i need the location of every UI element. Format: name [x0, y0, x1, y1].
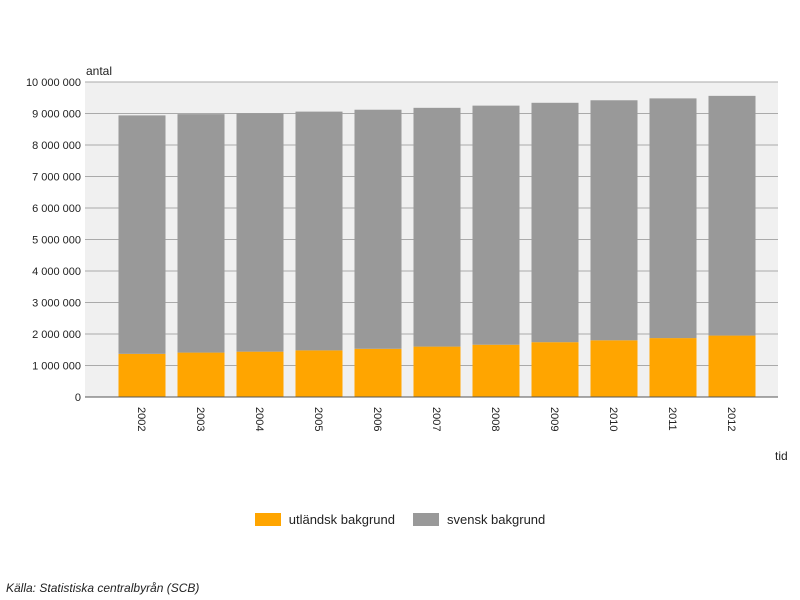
- x-tick-label: 2010: [607, 407, 619, 431]
- y-tick-label: 3 000 000: [32, 298, 81, 310]
- y-tick-label: 9 000 000: [32, 109, 81, 121]
- bar-svensk-2005: [295, 111, 343, 351]
- y-tick-label: 0: [75, 392, 81, 404]
- y-tick-label: 5 000 000: [32, 235, 81, 247]
- legend-item-utlandsk: utländsk bakgrund: [254, 512, 395, 527]
- legend-swatch-svensk: [412, 513, 439, 526]
- bar-svensk-2010: [590, 100, 638, 341]
- x-axis-title: tid: [775, 449, 788, 463]
- legend-label-utlandsk: utländsk bakgrund: [288, 512, 395, 527]
- bars: [118, 95, 756, 397]
- x-tick-label: 2002: [135, 407, 147, 431]
- bar-utlandsk-2003: [177, 352, 225, 397]
- bar-svensk-2004: [236, 113, 284, 352]
- bar-utlandsk-2007: [413, 346, 461, 397]
- bar-utlandsk-2011: [649, 338, 697, 397]
- x-tick-label: 2009: [548, 407, 560, 431]
- y-axis-title: antal: [86, 64, 112, 78]
- y-tick-labels: 0 1 000 000 2 000 000 3 000 000 4 000 000 5 0…: [26, 77, 81, 404]
- x-tick-label: 2005: [312, 407, 324, 431]
- bar-utlandsk-2012: [708, 335, 756, 397]
- x-tick-label: 2006: [371, 407, 383, 431]
- bar-svensk-2012: [708, 95, 756, 336]
- y-tick-label: 6 000 000: [32, 203, 81, 215]
- bar-utlandsk-2005: [295, 350, 343, 397]
- x-tick-label: 2007: [430, 407, 442, 431]
- legend: utländsk bakgrund svensk bakgrund: [0, 512, 800, 527]
- bar-svensk-2011: [649, 98, 697, 339]
- stacked-bar-chart: 0 1 000 000 2 000 000 3 000 000 4 000 000 5 0…: [26, 64, 788, 463]
- legend-swatch-utlandsk: [254, 513, 281, 526]
- x-tick-label: 2004: [253, 407, 265, 431]
- bar-utlandsk-2002: [118, 353, 166, 397]
- y-tick-label: 8 000 000: [32, 140, 81, 152]
- bar-utlandsk-2009: [531, 342, 579, 397]
- y-tick-label: 7 000 000: [32, 172, 81, 184]
- bar-svensk-2007: [413, 107, 461, 347]
- y-tick-label: 10 000 000: [26, 77, 81, 89]
- bar-svensk-2002: [118, 115, 166, 354]
- x-tick-label: 2008: [489, 407, 501, 431]
- y-tick-label: 1 000 000: [32, 361, 81, 373]
- bar-utlandsk-2006: [354, 348, 402, 397]
- bar-utlandsk-2010: [590, 340, 638, 397]
- source-note: Källa: Statistiska centralbyrån (SCB): [6, 581, 200, 595]
- legend-label-svensk: svensk bakgrund: [446, 512, 546, 527]
- bar-svensk-2008: [472, 105, 520, 345]
- bar-utlandsk-2008: [472, 344, 520, 397]
- x-tick-label: 2011: [666, 407, 678, 431]
- x-tick-label: 2012: [725, 407, 737, 431]
- x-tick-label: 2003: [194, 407, 206, 431]
- bar-svensk-2006: [354, 109, 402, 349]
- bar-utlandsk-2004: [236, 351, 284, 397]
- bar-svensk-2003: [177, 114, 225, 353]
- legend-item-svensk: svensk bakgrund: [412, 512, 546, 527]
- y-tick-label: 2 000 000: [32, 329, 81, 341]
- bar-svensk-2009: [531, 102, 579, 343]
- y-tick-label: 4 000 000: [32, 266, 81, 278]
- x-tick-labels: 2002 2003 2004 2005 2006 2007 2008 2009 2010 2011…: [135, 407, 737, 431]
